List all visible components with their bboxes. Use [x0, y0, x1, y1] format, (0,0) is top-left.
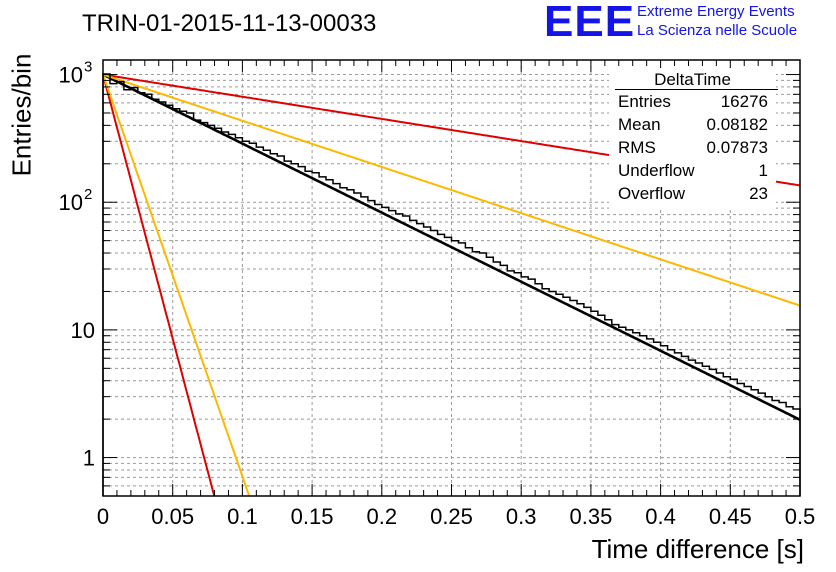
x-tick-label: 0.3 — [506, 504, 537, 529]
x-axis-ticks: 0 0.05 0.1 0.15 0.2 0.25 0.3 0.35 0.4 0.45 0.5 — [97, 60, 815, 529]
y-tick-label: 10 — [59, 190, 83, 215]
stats-value: 23 — [749, 184, 768, 203]
histogram-steps — [102, 73, 801, 496]
stats-label: Underflow — [618, 161, 695, 180]
y-axis-label: Entries/bin — [6, 53, 37, 177]
x-tick-label: 0.4 — [645, 504, 676, 529]
eee-logo: EEE — [544, 0, 636, 46]
x-tick-label: 0.35 — [569, 504, 612, 529]
stats-value: 0.07873 — [706, 138, 768, 157]
curve-red-fast — [102, 74, 216, 497]
stats-label: Mean — [618, 115, 661, 134]
grid-lines — [103, 60, 800, 497]
curve-orange-slow — [102, 73, 801, 307]
stats-label: Overflow — [618, 184, 686, 203]
stats-value: 16276 — [720, 92, 768, 111]
stats-value: 0.08182 — [706, 115, 768, 134]
logo-subtitle-1: Extreme Energy Events — [637, 3, 795, 20]
chart-title: TRIN-01-2015-11-13-00033 — [82, 10, 377, 37]
x-tick-label: 0.25 — [430, 504, 473, 529]
stats-divider — [615, 89, 778, 90]
y-tick-exponent: 2 — [84, 186, 92, 203]
stats-box: DeltaTime Entries 16276 Mean 0.08182 RMS… — [609, 68, 778, 210]
x-tick-label: 0 — [97, 504, 109, 529]
histogram — [102, 73, 801, 496]
x-tick-label: 0.45 — [709, 504, 752, 529]
stats-title: DeltaTime — [654, 70, 731, 89]
x-tick-label: 0.05 — [151, 504, 194, 529]
x-tick-label: 0.2 — [367, 504, 398, 529]
x-tick-label: 0.5 — [785, 504, 816, 529]
y-tick-label: 1 — [83, 446, 95, 471]
logo-subtitle-2: La Scienza nelle Scuole — [637, 22, 798, 39]
x-tick-label: 0.1 — [227, 504, 258, 529]
stats-label: RMS — [618, 138, 656, 157]
x-tick-label: 0.15 — [291, 504, 334, 529]
y-tick-exponent: 3 — [84, 59, 92, 76]
fit-curves — [102, 73, 801, 497]
y-tick-label: 10 — [59, 63, 83, 88]
curve-fit — [102, 73, 801, 421]
stats-value: 1 — [758, 161, 768, 180]
stats-label: Entries — [618, 92, 671, 111]
y-tick-label: 10 — [71, 318, 95, 343]
curve-orange-fast — [102, 74, 251, 497]
x-axis-label: Time difference [s] — [591, 534, 804, 564]
y-axis-label-box: Entries/bin — [4, 40, 40, 190]
